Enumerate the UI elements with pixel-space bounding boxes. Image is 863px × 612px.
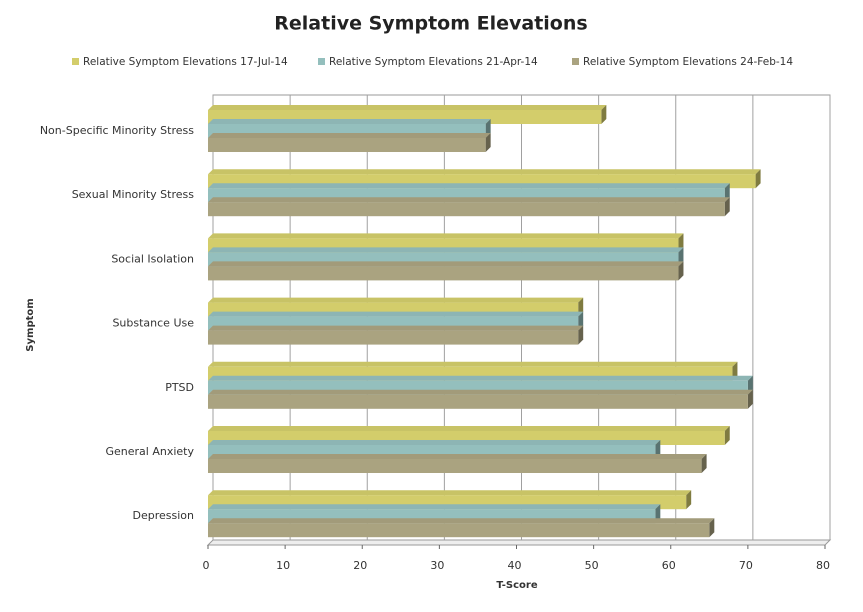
legend-label: Relative Symptom Elevations 21-Apr-14 [329,56,538,68]
x-tick-label: 10 [276,559,290,572]
bar-top [208,133,491,138]
bar-side [578,325,584,345]
legend-swatch [318,58,325,65]
y-tick-label: Non-Specific Minority Stress [40,124,194,137]
bar [208,459,702,473]
x-tick-label: 70 [739,559,753,572]
x-tick-label: 30 [430,559,444,572]
bar-side [709,518,715,538]
bar-top [208,311,584,317]
bar-top [208,169,761,175]
x-tick-label: 60 [662,559,676,572]
y-axis-title: Symptom [25,298,36,351]
bar-top [208,375,753,381]
bar-side [485,133,491,152]
bar-top [208,297,584,303]
bar-top [208,504,661,510]
bar-top [208,426,730,431]
bar-top [208,440,661,445]
bar-side [678,261,684,281]
bar-side [724,426,730,445]
bar-top [208,119,491,124]
x-tick-label: 40 [508,559,522,572]
bar [208,330,579,345]
bar-side [686,490,692,510]
bar-top [208,361,738,367]
plot-floor [206,539,832,546]
x-tick-label: 50 [585,559,599,572]
bar-top [208,325,584,331]
bar [208,266,679,281]
bar-side [747,389,753,409]
bar-top [208,183,730,189]
bar [208,394,748,409]
bar-side [701,454,707,473]
y-tick-label: PTSD [165,381,194,394]
x-tick-label: 0 [203,559,210,572]
legend-swatch [572,58,579,65]
bar-side [724,197,730,217]
bar-top [208,454,707,459]
bar-top [208,233,684,239]
bar-top [208,490,692,496]
y-tick-label: Substance Use [112,317,194,330]
bar-side [755,169,761,189]
bar-top [208,518,715,524]
x-axis-title: T-Score [496,580,537,591]
bar-top [208,389,753,395]
chart-title: Relative Symptom Elevations [274,13,587,35]
x-tick-label: 20 [353,559,367,572]
bar-side [601,105,607,124]
bar-top [208,197,730,203]
bar [208,523,710,538]
y-tick-label: Depression [133,509,195,522]
y-tick-label: Social Isolation [111,252,194,265]
x-tick-label: 80 [816,559,830,572]
y-tick-label: Sexual Minority Stress [72,188,195,201]
bar-top [208,261,684,267]
bar [208,202,725,217]
legend-swatch [72,58,79,65]
bar-top [208,247,684,253]
bar [208,138,486,152]
legend-label: Relative Symptom Elevations 24-Feb-14 [583,56,793,68]
y-tick-label: General Anxiety [106,445,195,458]
legend-label: Relative Symptom Elevations 17-Jul-14 [83,56,288,68]
bar-top [208,105,607,110]
